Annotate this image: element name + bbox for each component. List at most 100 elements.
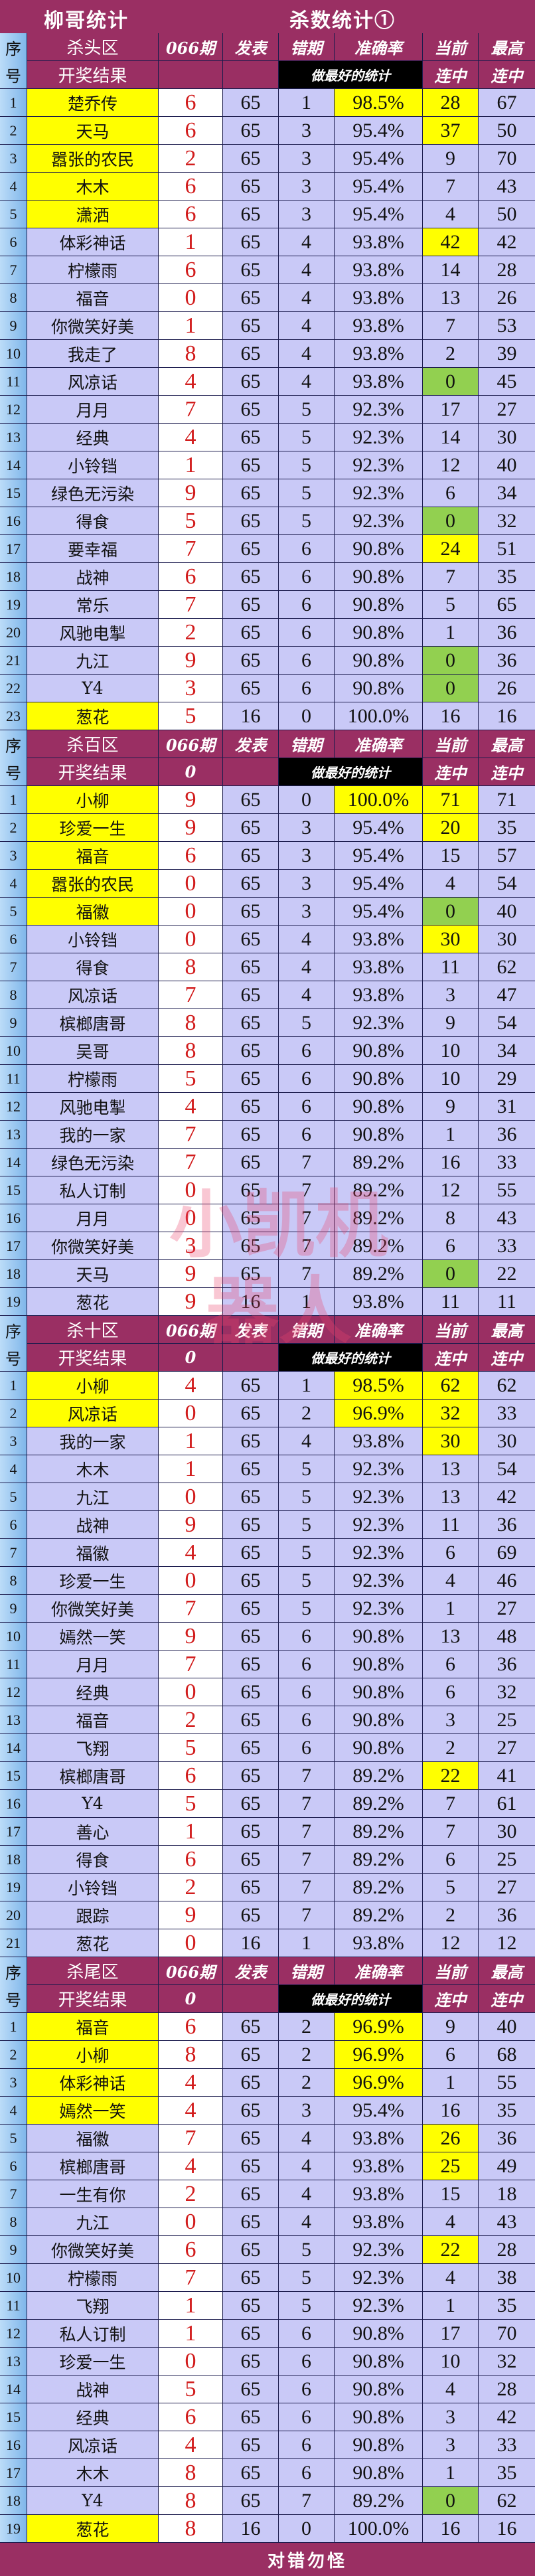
row-errors: 2 <box>279 2041 335 2069</box>
row-max-streak: 65 <box>479 591 535 619</box>
row-published: 65 <box>223 145 279 173</box>
row-accuracy: 90.8% <box>335 1650 423 1678</box>
result-value: 0 <box>159 758 223 786</box>
header-errors: 错期 <box>279 1316 335 1344</box>
table-row: 15 经典 6 65 6 90.8% 3 42 <box>0 2403 535 2431</box>
table-row: 19 葱花 9 16 1 93.8% 11 11 <box>0 1288 535 1316</box>
table-row: 17 你微笑好美 3 65 7 89.2% 6 33 <box>0 1232 535 1260</box>
row-current-streak: 3 <box>423 2431 479 2459</box>
row-name: 要幸福 <box>27 535 159 563</box>
row-accuracy: 95.4% <box>335 814 423 842</box>
section-name: 杀头区 <box>27 33 159 61</box>
row-pick: 0 <box>159 1929 223 1957</box>
row-published: 65 <box>223 2152 279 2180</box>
row-errors: 6 <box>279 1678 335 1706</box>
row-accuracy: 93.8% <box>335 953 423 981</box>
row-seq: 3 <box>0 1427 27 1455</box>
motto-banner: 做最好的统计 <box>279 1985 423 2013</box>
row-pick: 7 <box>159 981 223 1009</box>
row-seq: 2 <box>0 814 27 842</box>
row-name: 九江 <box>27 647 159 675</box>
row-max-streak: 61 <box>479 1790 535 1818</box>
row-pick: 6 <box>159 1762 223 1790</box>
row-published: 16 <box>223 2515 279 2543</box>
row-pick: 2 <box>159 2180 223 2208</box>
row-name: 我的一家 <box>27 1121 159 1149</box>
row-pick: 1 <box>159 312 223 340</box>
header-current-streak: 当前 <box>423 1316 479 1344</box>
row-max-streak: 62 <box>479 1372 535 1400</box>
row-errors: 6 <box>279 2403 335 2431</box>
row-pick: 6 <box>159 563 223 591</box>
row-seq: 19 <box>0 1288 27 1316</box>
row-seq: 12 <box>0 2320 27 2348</box>
row-published: 65 <box>223 2208 279 2236</box>
row-accuracy: 95.4% <box>335 173 423 201</box>
row-current-streak: 10 <box>423 1037 479 1065</box>
row-errors: 7 <box>279 1149 335 1176</box>
row-accuracy: 96.9% <box>335 2013 423 2041</box>
row-pick: 0 <box>159 1567 223 1595</box>
row-seq: 11 <box>0 1065 27 1093</box>
row-published: 65 <box>223 1790 279 1818</box>
table-row: 4 嚣张的农民 0 65 3 95.4% 4 54 <box>0 870 535 898</box>
row-current-streak: 10 <box>423 2348 479 2375</box>
row-name: 福徽 <box>27 2125 159 2152</box>
row-errors: 2 <box>279 1400 335 1427</box>
row-published: 65 <box>223 89 279 117</box>
row-seq: 16 <box>0 1790 27 1818</box>
row-accuracy: 93.8% <box>335 926 423 953</box>
row-name: 天马 <box>27 117 159 145</box>
row-name: 福徽 <box>27 898 159 926</box>
table-row: 16 Y4 5 65 7 89.2% 7 61 <box>0 1790 535 1818</box>
row-published: 65 <box>223 1121 279 1149</box>
row-accuracy: 90.8% <box>335 1623 423 1650</box>
row-published: 65 <box>223 424 279 451</box>
row-pick: 7 <box>159 2125 223 2152</box>
row-accuracy: 93.8% <box>335 1929 423 1957</box>
header-period: 066期 <box>159 730 223 758</box>
row-max-streak: 54 <box>479 870 535 898</box>
row-name: 得食 <box>27 953 159 981</box>
row-name: 嫣然一笑 <box>27 1623 159 1650</box>
row-seq: 8 <box>0 284 27 312</box>
row-name: 槟榔唐哥 <box>27 1762 159 1790</box>
row-seq: 21 <box>0 1929 27 1957</box>
row-current-streak: 24 <box>423 535 479 563</box>
row-max-streak: 41 <box>479 1762 535 1790</box>
row-accuracy: 96.9% <box>335 2069 423 2097</box>
row-current-streak: 7 <box>423 173 479 201</box>
row-max-streak: 33 <box>479 1149 535 1176</box>
table-row: 17 善心 1 65 7 89.2% 7 30 <box>0 1818 535 1846</box>
row-max-streak: 33 <box>479 2431 535 2459</box>
table-row: 9 你微笑好美 6 65 5 92.3% 22 28 <box>0 2236 535 2264</box>
row-published: 65 <box>223 228 279 256</box>
row-accuracy: 92.3% <box>335 507 423 535</box>
section-table: 序杀尾区 066期 发表 错期 准确率 当前 最高号开奖结果 0 做最好的统计 连中 连中 1 福音 6 6… <box>0 1957 535 2543</box>
row-current-streak: 0 <box>423 898 479 926</box>
row-errors: 7 <box>279 1204 335 1232</box>
row-accuracy: 96.9% <box>335 1400 423 1427</box>
row-pick: 0 <box>159 1176 223 1204</box>
row-seq: 18 <box>0 1260 27 1288</box>
row-errors: 6 <box>279 2375 335 2403</box>
row-seq: 19 <box>0 1874 27 1901</box>
row-pick: 6 <box>159 256 223 284</box>
table-row: 7 得食 8 65 4 93.8% 11 62 <box>0 953 535 981</box>
row-accuracy: 89.2% <box>335 1901 423 1929</box>
header-accuracy: 准确率 <box>335 730 423 758</box>
row-max-streak: 43 <box>479 1204 535 1232</box>
row-accuracy: 90.8% <box>335 1065 423 1093</box>
row-errors: 7 <box>279 1790 335 1818</box>
row-errors: 5 <box>279 396 335 424</box>
row-pick: 4 <box>159 1093 223 1121</box>
row-pick: 1 <box>159 228 223 256</box>
row-seq: 4 <box>0 173 27 201</box>
row-max-streak: 27 <box>479 396 535 424</box>
row-published: 65 <box>223 591 279 619</box>
row-accuracy: 95.4% <box>335 201 423 228</box>
row-errors: 3 <box>279 117 335 145</box>
row-max-streak: 70 <box>479 145 535 173</box>
table-row: 21 九江 9 65 6 90.8% 0 36 <box>0 647 535 675</box>
row-errors: 5 <box>279 2292 335 2320</box>
